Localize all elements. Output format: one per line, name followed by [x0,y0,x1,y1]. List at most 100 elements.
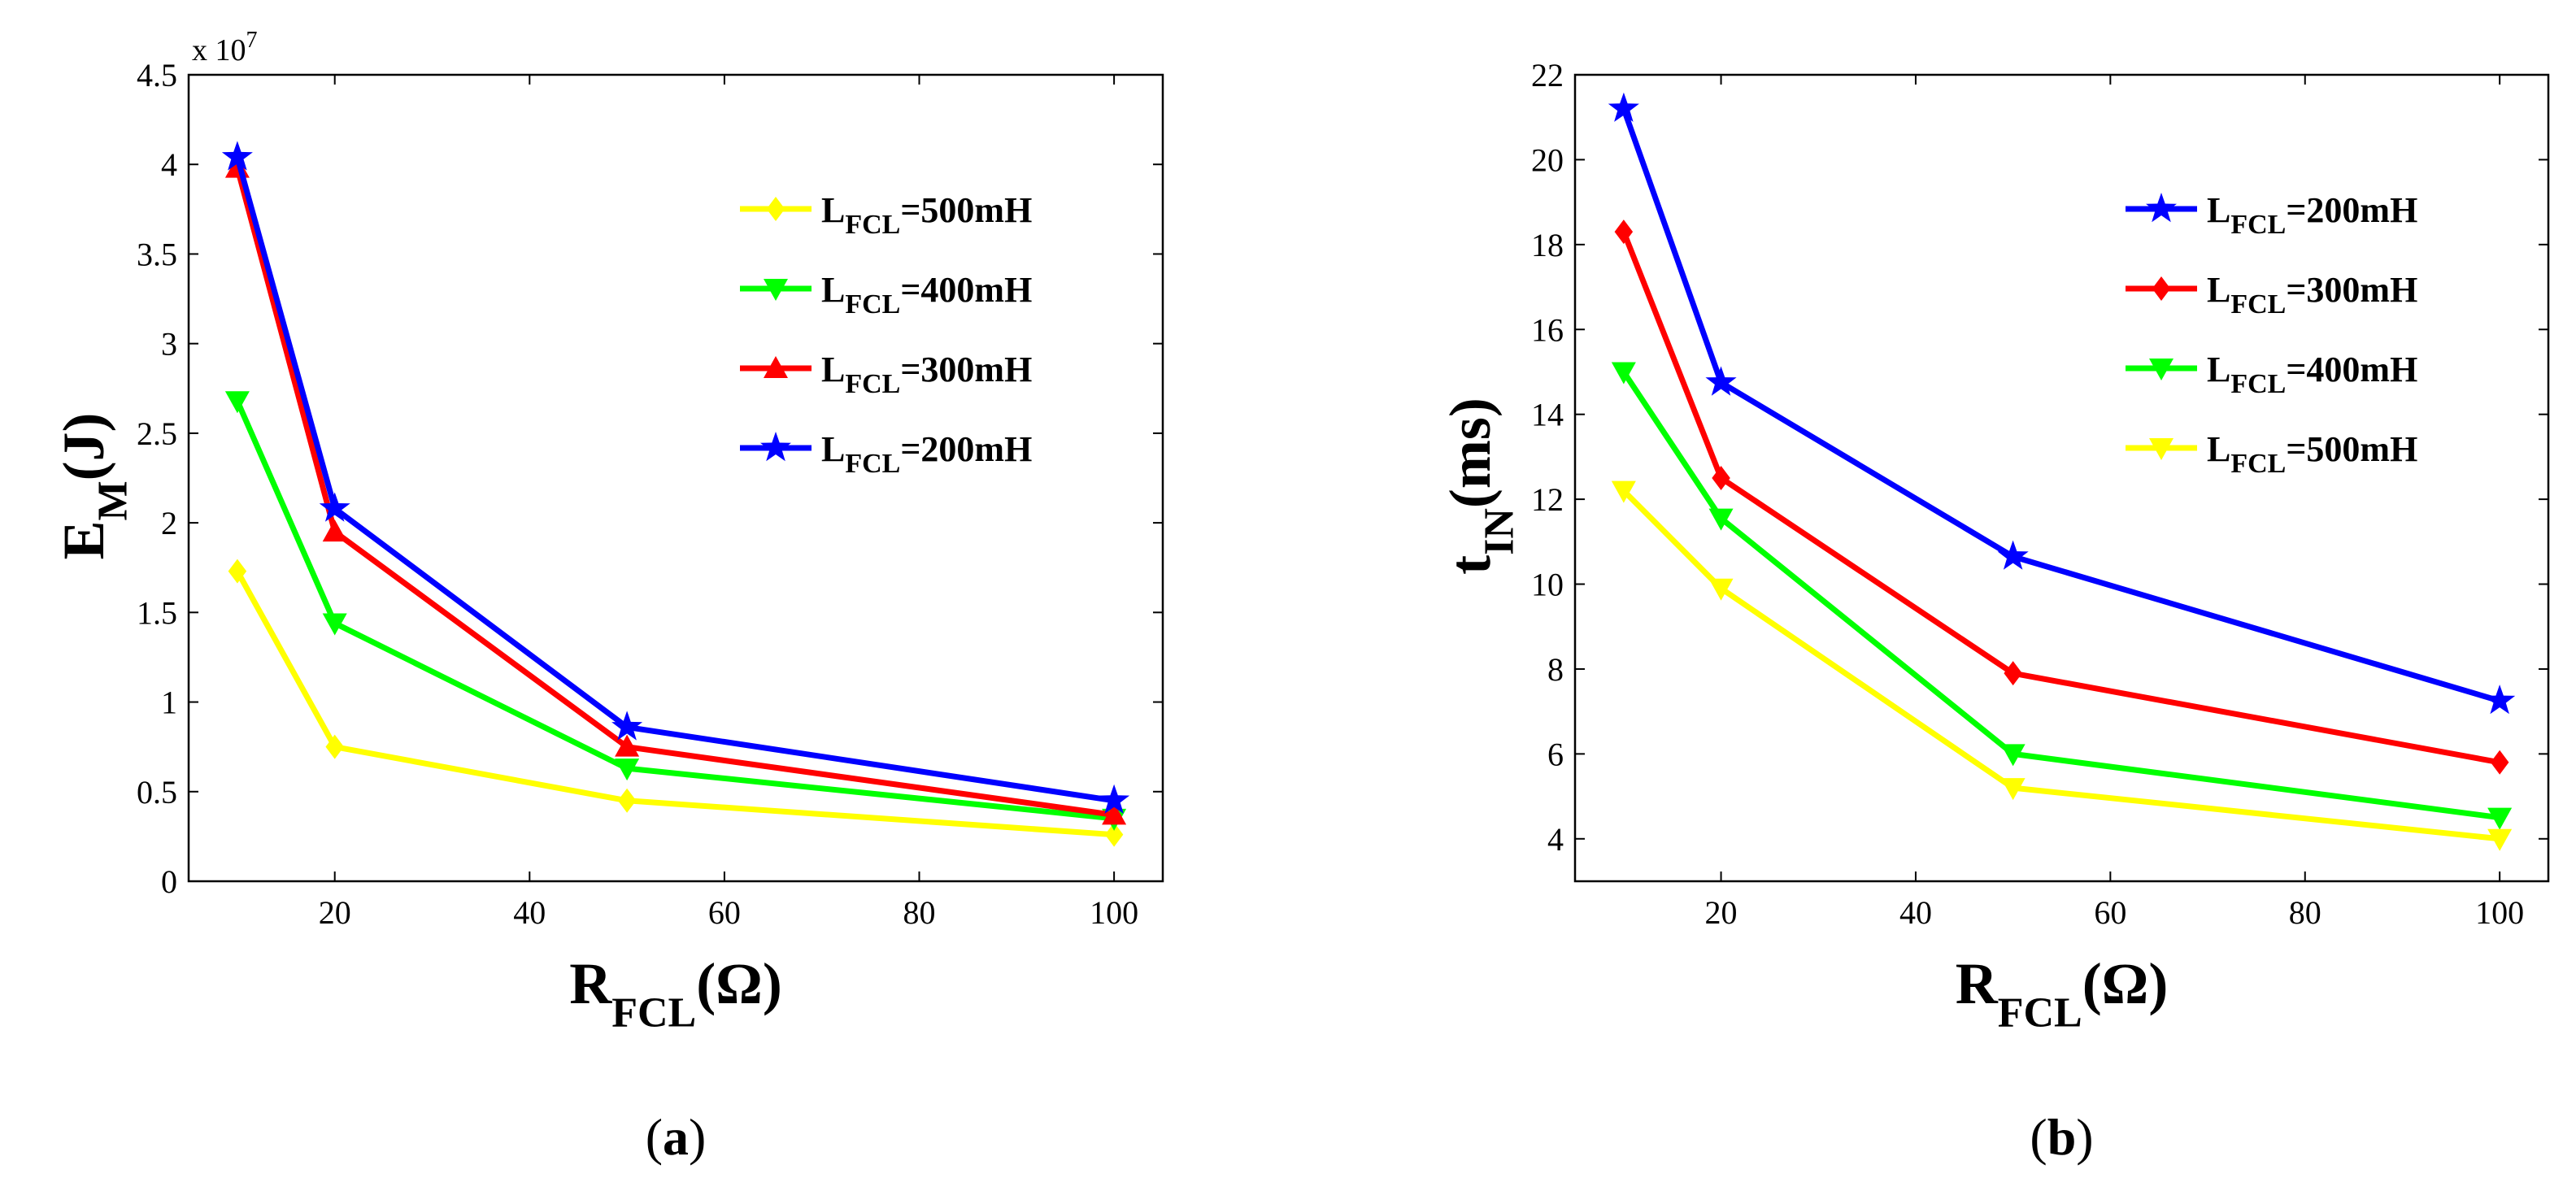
y-tick-label: 4.5 [137,57,177,93]
y-tick-label: 12 [1531,481,1564,518]
data-point [617,788,637,813]
series-L_FCL=400mH [1611,362,2513,830]
data-point [615,758,640,781]
legend-label: LFCL=200mH [821,429,1032,479]
legend-entry: LFCL=300mH [740,350,1032,399]
series-line [1621,489,2500,842]
series-L_FCL=300mH [224,155,1127,825]
data-point [1611,480,1636,503]
legend-marker [760,432,791,462]
x-tick-label: 40 [513,894,546,931]
y-tick-label: 8 [1547,651,1564,688]
legend-marker [2146,193,2177,223]
legend-label: LFCL=500mH [821,190,1032,240]
data-point [2004,661,2022,686]
panel-caption: (b) [2030,1108,2093,1166]
legend-label: LFCL=400mH [2207,350,2417,399]
series-line [1621,230,2500,766]
plot-frame [187,73,1164,883]
x-tick-label: 40 [1899,894,1932,931]
data-point [1708,578,1734,601]
data-point [1997,540,2029,570]
y-tick-label: 18 [1531,227,1564,263]
series-line [234,156,1115,804]
data-point [2000,744,2026,767]
y-tick-label: 4 [161,146,177,183]
y-tick-label: 14 [1531,397,1564,433]
series-L_FCL=500mH [228,559,1124,847]
x-axis-label: RFCL(Ω) [569,951,782,1037]
y-tick-label: 2 [161,505,177,541]
x-tick-label: 20 [319,894,351,931]
x-axis-label: RFCL(Ω) [1956,951,2169,1037]
y-tick-label: 0 [161,863,177,900]
data-point [224,391,250,414]
y-tick-label: 16 [1531,311,1564,348]
legend-marker [766,197,785,221]
x-tick-label: 80 [2289,894,2321,931]
series-line [1621,370,2500,821]
series-L_FCL=200mH [221,141,1130,814]
data-point [615,734,640,757]
data-point [1712,466,1730,490]
series-L_FCL=300mH [1614,220,2509,775]
y-tick-label: 1 [161,685,177,721]
x-tick-label: 60 [2094,894,2126,931]
series-line [1621,107,2501,704]
legend-entry: LFCL=400mH [740,270,1032,319]
panel-caption: (a) [646,1108,707,1166]
x-tick-label: 60 [708,894,741,931]
y-tick-label: 4 [1547,821,1564,858]
data-point [1102,802,1127,825]
series-line [234,569,1115,838]
y-tick-label: 20 [1531,141,1564,178]
y-axis-label: tIN(ms) [1438,398,1523,575]
legend-marker [2149,359,2174,380]
y-tick-label: 10 [1531,567,1564,603]
data-point [1708,508,1734,531]
legend-label: LFCL=200mH [2207,190,2417,240]
legend-label: LFCL=400mH [821,270,1032,319]
legend-entry: LFCL=300mH [2126,270,2417,319]
y-tick-label: 2.5 [137,415,177,452]
legend-marker [2152,276,2171,301]
y-tick-label: 0.5 [137,774,177,811]
legend-marker [764,356,788,378]
y-multiplier: x 107 [192,28,258,67]
legend-entry: LFCL=500mH [740,190,1032,240]
data-point [228,559,247,584]
y-tick-label: 6 [1547,736,1564,772]
x-tick-label: 100 [1090,894,1138,931]
data-point [1614,220,1634,245]
data-point [1104,822,1124,847]
y-tick-label: 1.5 [137,594,177,631]
series-line [234,399,1115,822]
data-point [221,141,253,171]
data-point [1608,92,1639,122]
legend-marker [2149,438,2174,460]
data-point [325,734,344,759]
y-axis-label: EM(J) [51,412,137,559]
legend-label: LFCL=300mH [821,350,1032,399]
plot-frame [1573,73,2550,883]
data-point [1099,784,1130,814]
chart-a: 20 40 60 80 100 0 0.5 1 1.5 2 2.5 3 3.5 4 4.5 x 107 LFCL… [51,28,1164,1166]
data-point [611,711,643,741]
data-point [2484,685,2516,715]
series-L_FCL=500mH [1611,480,2513,851]
legend-entry: LFCL=500mH [2126,429,2417,479]
legend-entry: LFCL=400mH [2126,350,2417,399]
legend-entry: LFCL=200mH [2126,190,2417,240]
series-L_FCL=200mH [1608,92,2516,715]
legend-label: LFCL=500mH [2207,429,2417,479]
y-tick-label: 22 [1531,57,1564,93]
data-point [2490,750,2509,775]
x-tick-label: 100 [2475,894,2524,931]
data-point [2487,807,2513,830]
legend-marker [764,279,788,301]
data-point [2487,828,2513,851]
series-line [234,167,1115,818]
legend-label: LFCL=300mH [2207,270,2417,319]
data-point [322,613,347,636]
legend-entry: LFCL=200mH [740,429,1032,479]
